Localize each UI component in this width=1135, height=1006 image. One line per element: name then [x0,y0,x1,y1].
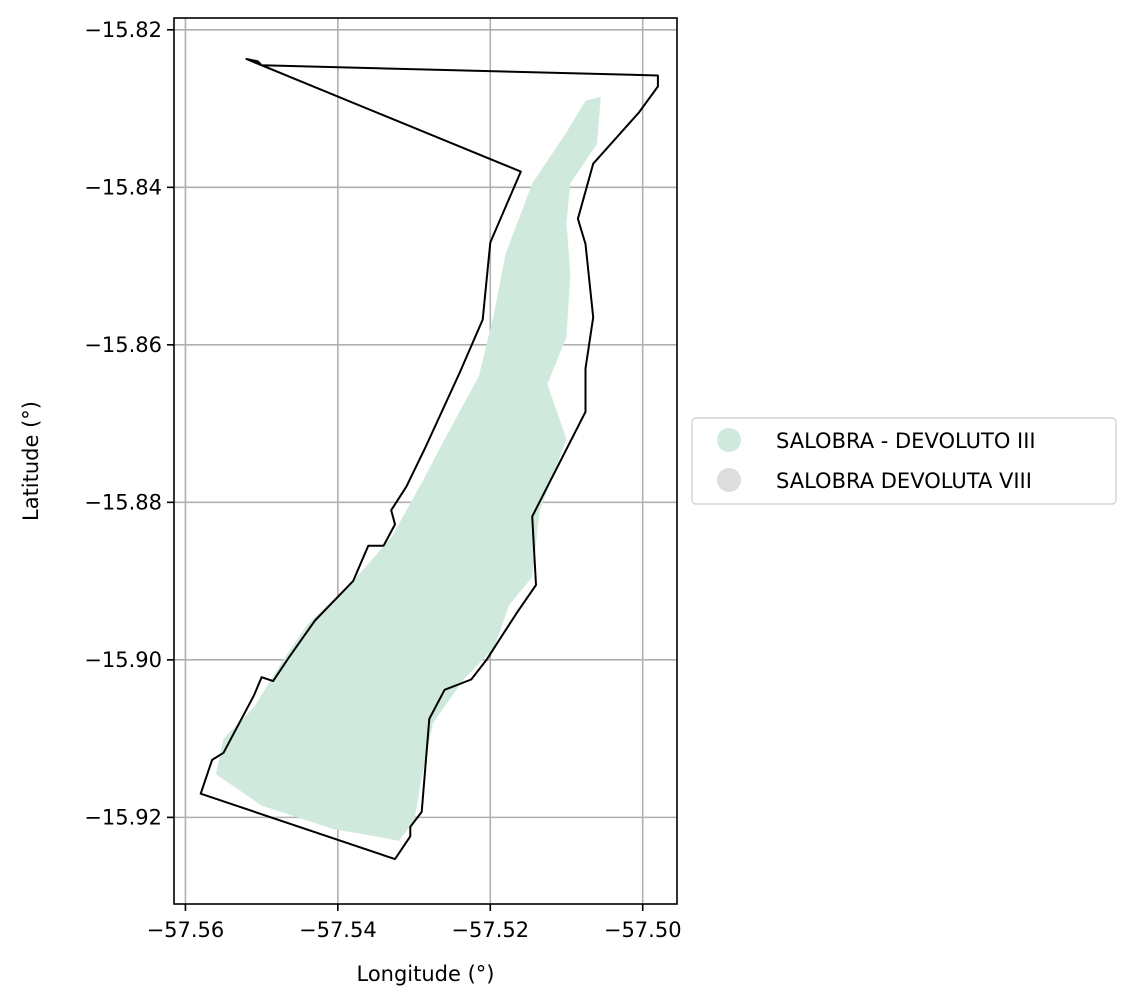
y-tick-label: −15.88 [84,490,162,514]
legend-item[interactable]: SALOBRA - DEVOLUTO III [717,428,1036,453]
parcel-outline [199,58,659,861]
legend-label: SALOBRA DEVOLUTA VIII [776,469,1032,493]
legend-label: SALOBRA - DEVOLUTO III [776,429,1036,453]
x-tick-label: −57.50 [604,918,682,942]
y-tick-label: −15.90 [84,648,162,672]
x-tick-label: −57.52 [451,918,529,942]
legend-box [691,417,1117,505]
y-tick-label: −15.86 [84,333,162,357]
x-axis-label: Longitude (°) [356,962,494,986]
legend-marker-salobra-devoluta-viii [717,468,741,492]
axes-frame [173,17,678,905]
x-tick-label: −57.54 [299,918,377,942]
parcel-fill [215,96,601,842]
y-axis-ticks: −15.82 −15.84 −15.86 −15.88 −15.90 −15.92 [84,18,174,829]
salobra-devoluta-viii-outline[interactable] [199,58,659,861]
legend-item[interactable]: SALOBRA DEVOLUTA VIII [717,468,1032,493]
y-tick-label: −15.92 [84,805,162,829]
legend: SALOBRA - DEVOLUTO III SALOBRA DEVOLUTA … [691,417,1117,505]
y-tick-label: −15.84 [84,175,162,199]
y-tick-label: −15.82 [84,18,162,42]
salobra-devoluto-iii-area[interactable] [215,96,601,842]
y-axis-label: Latitude (°) [19,401,43,521]
x-tick-label: −57.56 [147,918,225,942]
legend-marker-salobra-devoluto-iii [717,428,741,452]
x-axis-ticks: −57.56 −57.54 −57.52 −57.50 [147,904,682,942]
